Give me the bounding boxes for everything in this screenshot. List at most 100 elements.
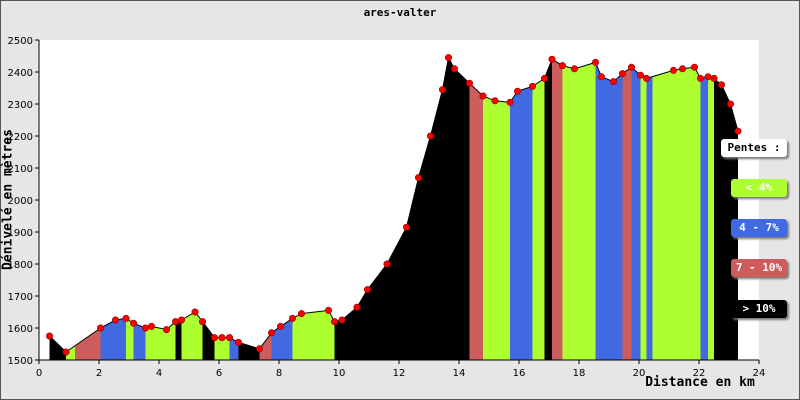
slope-band-medium bbox=[700, 76, 708, 361]
legend-item-hard: 7 - 10% bbox=[731, 259, 787, 277]
slope-band-medium bbox=[595, 62, 623, 361]
slope-band-hard bbox=[469, 83, 483, 360]
slope-band-medium bbox=[280, 318, 293, 360]
slope-band-hard bbox=[75, 328, 101, 360]
profile-marker bbox=[506, 98, 514, 106]
slope-band-gentle bbox=[532, 78, 545, 361]
profile-marker bbox=[597, 73, 605, 81]
y-axis-label: Dénivelé en mètres bbox=[0, 129, 16, 270]
profile-marker bbox=[276, 322, 284, 330]
slope-band-steep bbox=[49, 336, 66, 360]
profile-marker bbox=[426, 132, 434, 140]
legend-item-medium: 4 - 7% bbox=[731, 219, 787, 237]
x-tick-label: 22 bbox=[693, 368, 706, 379]
y-tick-label: 2200 bbox=[8, 132, 33, 143]
profile-marker bbox=[235, 338, 243, 346]
profile-marker bbox=[690, 63, 698, 71]
slope-band-gentle bbox=[652, 67, 701, 360]
slope-band-gentle bbox=[66, 345, 75, 360]
x-tick-label: 18 bbox=[573, 368, 586, 379]
profile-marker bbox=[479, 92, 487, 100]
slope-band-gentle bbox=[181, 312, 203, 360]
slope-band-steep bbox=[202, 321, 215, 360]
x-tick-label: 24 bbox=[753, 368, 766, 379]
profile-marker bbox=[267, 329, 275, 337]
profile-marker bbox=[402, 223, 410, 231]
profile-marker bbox=[570, 65, 578, 73]
y-tick-label: 2000 bbox=[8, 196, 33, 207]
y-tick-label: 2300 bbox=[8, 100, 33, 111]
profile-marker bbox=[609, 78, 617, 86]
profile-marker bbox=[363, 286, 371, 294]
slope-band-steep bbox=[544, 59, 552, 360]
profile-marker bbox=[642, 74, 650, 82]
profile-marker bbox=[491, 97, 499, 105]
chart-title: ares-valter bbox=[363, 6, 437, 19]
slope-band-medium bbox=[646, 76, 653, 360]
profile-marker bbox=[288, 314, 296, 322]
legend-title: Pentes : bbox=[721, 139, 787, 157]
profile-marker bbox=[211, 334, 219, 342]
profile-marker bbox=[717, 81, 725, 89]
profile-marker bbox=[414, 174, 422, 182]
profile-marker bbox=[142, 324, 150, 332]
profile-marker bbox=[255, 345, 263, 353]
profile-marker bbox=[330, 318, 338, 326]
y-tick-label: 1700 bbox=[8, 292, 33, 303]
x-tick-label: 6 bbox=[216, 368, 222, 379]
profile-marker bbox=[148, 322, 156, 330]
profile-marker bbox=[383, 260, 391, 268]
profile-marker bbox=[353, 303, 361, 311]
slope-band-gentle bbox=[292, 310, 329, 360]
profile-markers bbox=[45, 54, 742, 356]
profile-marker bbox=[558, 62, 566, 70]
slope-band-gentle bbox=[708, 76, 714, 361]
profile-marker bbox=[112, 316, 120, 324]
profile-marker bbox=[438, 86, 446, 94]
x-tick-label: 0 bbox=[36, 368, 42, 379]
profile-marker bbox=[704, 73, 712, 81]
y-tick-label: 1900 bbox=[8, 228, 33, 239]
profile-marker bbox=[62, 348, 70, 356]
slope-band-gentle bbox=[483, 96, 510, 360]
profile-marker bbox=[465, 79, 473, 87]
slope-band-steep bbox=[238, 342, 260, 360]
profile-marker bbox=[669, 66, 677, 74]
profile-marker bbox=[618, 70, 626, 78]
profile-marker bbox=[163, 326, 171, 334]
profile-marker bbox=[513, 87, 521, 95]
slope-band-steep bbox=[334, 320, 341, 360]
y-tick-label: 2100 bbox=[8, 164, 33, 175]
x-axis-label: Distance en km bbox=[645, 375, 755, 390]
profile-marker bbox=[130, 319, 138, 327]
profile-marker bbox=[548, 55, 556, 63]
profile-marker bbox=[540, 74, 548, 82]
slope-band-steep bbox=[175, 320, 182, 360]
profile-marker bbox=[218, 334, 226, 342]
profile-marker bbox=[97, 324, 105, 332]
slope-band-medium bbox=[631, 67, 641, 360]
slope-band-hard bbox=[552, 59, 563, 360]
profile-marker bbox=[324, 306, 332, 314]
x-tick-label: 20 bbox=[633, 368, 646, 379]
profile-marker bbox=[338, 316, 346, 324]
x-tick-label: 14 bbox=[453, 368, 466, 379]
legend-item-steep: > 10% bbox=[731, 300, 787, 318]
x-tick-label: 12 bbox=[393, 368, 406, 379]
slope-band-medium bbox=[100, 318, 126, 360]
profile-marker bbox=[444, 54, 452, 62]
y-tick-label: 2500 bbox=[8, 36, 33, 47]
y-tick-label: 2400 bbox=[8, 68, 33, 79]
profile-marker bbox=[678, 65, 686, 73]
profile-marker bbox=[450, 65, 458, 73]
profile-marker bbox=[696, 74, 704, 82]
profile-marker bbox=[226, 334, 234, 342]
x-tick-label: 16 bbox=[513, 368, 526, 379]
x-tick-label: 2 bbox=[96, 368, 102, 379]
profile-marker bbox=[199, 318, 207, 326]
x-tick-label: 4 bbox=[156, 368, 162, 379]
slope-band-steep bbox=[340, 57, 470, 360]
profile-marker bbox=[636, 71, 644, 79]
y-tick-label: 1800 bbox=[8, 260, 33, 271]
